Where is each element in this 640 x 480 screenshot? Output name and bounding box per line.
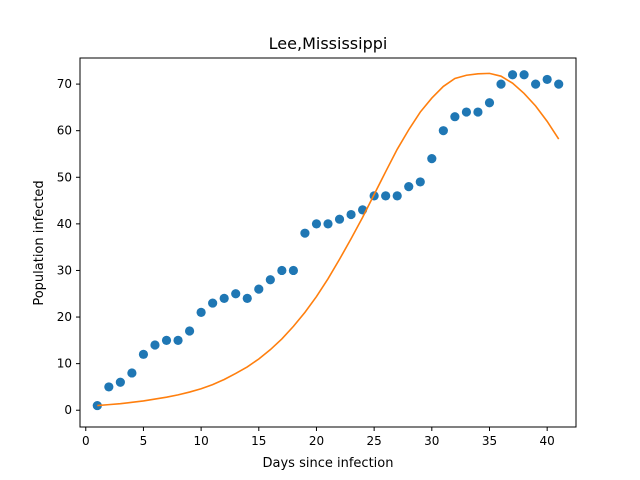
data-point — [346, 209, 356, 220]
data-point — [473, 107, 483, 117]
data-point — [242, 293, 252, 304]
data-point — [461, 107, 472, 117]
data-point — [127, 368, 137, 378]
y-axis-label: Population infected — [32, 180, 47, 305]
data-point — [115, 377, 125, 387]
x-tick-label: 20 — [309, 434, 324, 448]
x-tick-label: 10 — [193, 434, 208, 448]
data-point — [300, 228, 310, 238]
data-point — [173, 335, 183, 345]
y-tick-label: 60 — [57, 124, 72, 138]
data-point — [542, 74, 552, 85]
data-point — [450, 112, 460, 122]
data-point — [519, 70, 529, 80]
fit-line — [97, 72, 560, 407]
data-point — [311, 219, 322, 229]
x-tick-label: 25 — [366, 434, 381, 448]
data-point — [161, 335, 172, 345]
data-point — [404, 181, 414, 192]
data-point — [208, 298, 218, 308]
data-point — [288, 265, 298, 276]
y-tick-label: 0 — [64, 403, 72, 417]
x-tick-label: 35 — [482, 434, 497, 448]
data-point — [138, 349, 149, 359]
data-point — [554, 79, 564, 89]
y-tick-label: 10 — [57, 357, 72, 371]
y-tick-label: 40 — [57, 217, 72, 231]
data-point — [334, 214, 345, 224]
x-tick-label: 40 — [540, 434, 555, 448]
data-point — [196, 307, 206, 317]
plot-area — [92, 70, 564, 411]
data-point — [150, 340, 160, 350]
y-tick-label: 30 — [57, 263, 72, 277]
data-point — [219, 293, 229, 304]
data-point — [427, 154, 437, 164]
plot-frame — [79, 57, 577, 428]
data-point — [104, 382, 114, 392]
y-tick-label: 70 — [57, 77, 72, 91]
x-tick-label: 15 — [251, 434, 266, 448]
data-point — [438, 126, 448, 136]
y-axis: 0 10 20 30 40 50 60 70 — [57, 77, 80, 417]
y-tick-label: 20 — [57, 310, 72, 324]
x-axis: 0 5 10 15 20 25 30 35 40 — [82, 427, 555, 448]
data-point — [254, 284, 264, 294]
chart-title: Lee,Mississippi — [269, 34, 388, 53]
data-point — [484, 98, 495, 108]
data-point — [496, 79, 506, 89]
x-tick-label: 0 — [82, 434, 90, 448]
y-tick-label: 50 — [57, 170, 72, 184]
x-axis-label: Days since infection — [263, 456, 394, 471]
data-point — [265, 275, 275, 285]
x-tick-label: 30 — [424, 434, 439, 448]
data-point — [277, 265, 287, 276]
x-tick-label: 5 — [140, 434, 148, 448]
data-point — [507, 70, 518, 80]
data-point — [184, 326, 195, 336]
data-point — [381, 191, 391, 201]
data-point — [392, 191, 402, 201]
data-point — [231, 289, 241, 299]
data-point — [531, 79, 541, 89]
data-point — [415, 177, 425, 187]
data-point — [323, 219, 333, 229]
